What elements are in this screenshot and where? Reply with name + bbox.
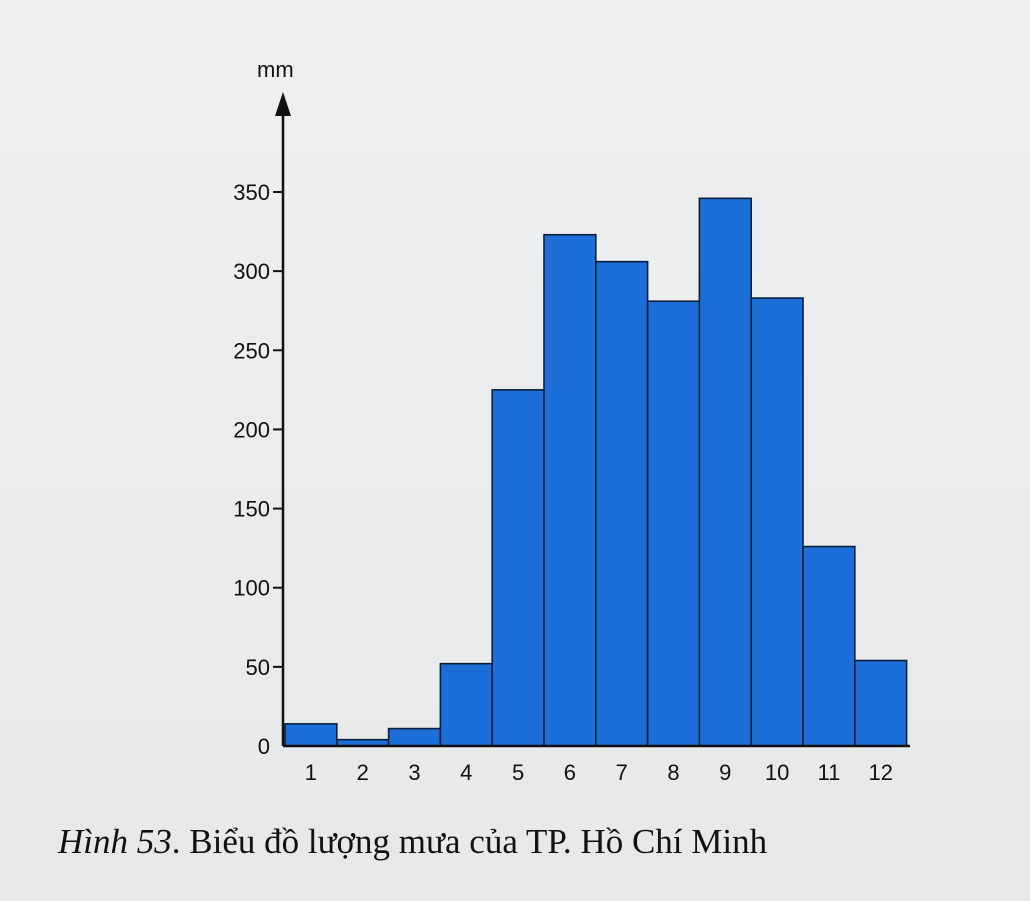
figure-number: Hình 53 bbox=[58, 822, 172, 861]
y-tick-label-0: 0 bbox=[258, 734, 270, 759]
figure-caption: Hình 53. Biểu đồ lượng mưa của TP. Hồ Ch… bbox=[58, 822, 767, 862]
bar-8 bbox=[646, 300, 701, 747]
x-tick-labels: 1 2 3 4 5 6 7 8 9 10 11 12 bbox=[305, 760, 893, 785]
bars-group bbox=[284, 197, 908, 747]
x-tick-label-4: 4 bbox=[460, 760, 472, 785]
x-tick-label-9: 9 bbox=[719, 760, 731, 785]
bar-9 bbox=[698, 197, 753, 747]
x-tick-label-11: 11 bbox=[817, 760, 840, 785]
y-tick-labels: 0 50 100 150 200 250 300 350 bbox=[233, 180, 270, 759]
x-tick-label-2: 2 bbox=[357, 760, 369, 785]
bar-12 bbox=[853, 659, 908, 747]
x-tick-label-7: 7 bbox=[616, 760, 628, 785]
x-tick-label-6: 6 bbox=[564, 760, 576, 785]
y-tick-label-250: 250 bbox=[233, 338, 270, 363]
y-axis-label: mm bbox=[257, 57, 294, 82]
x-tick-label-10: 10 bbox=[765, 760, 789, 785]
bar-1 bbox=[284, 723, 338, 747]
bar-10 bbox=[750, 297, 804, 747]
x-tick-label-5: 5 bbox=[512, 760, 524, 785]
x-tick-label-12: 12 bbox=[868, 760, 892, 785]
bar-6 bbox=[543, 233, 597, 747]
y-tick-label-50: 50 bbox=[246, 655, 270, 680]
y-tick-label-300: 300 bbox=[233, 259, 270, 284]
y-tick-label-100: 100 bbox=[233, 576, 270, 601]
y-tick-label-350: 350 bbox=[233, 180, 270, 205]
x-tick-label-3: 3 bbox=[408, 760, 420, 785]
y-tick-label-150: 150 bbox=[233, 497, 270, 522]
x-tick-label-8: 8 bbox=[667, 760, 679, 785]
x-tick-label-1: 1 bbox=[305, 760, 317, 785]
bar-11 bbox=[802, 545, 856, 747]
bar-7 bbox=[594, 260, 649, 747]
axes-group bbox=[273, 92, 910, 748]
bar-5 bbox=[491, 389, 545, 747]
y-axis-arrow bbox=[275, 92, 291, 116]
y-tick-label-200: 200 bbox=[233, 417, 270, 442]
bar-4 bbox=[439, 662, 493, 747]
bar-3 bbox=[387, 727, 442, 747]
caption-text: . Biểu đồ lượng mưa của TP. Hồ Chí Minh bbox=[171, 822, 768, 861]
